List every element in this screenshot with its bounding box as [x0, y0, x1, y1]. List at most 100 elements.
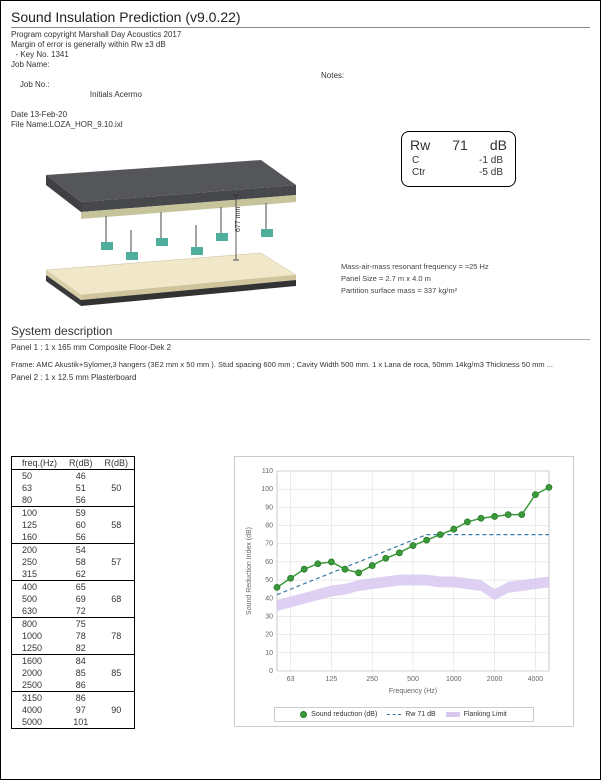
table-cell [99, 544, 135, 557]
table-row: 31562 [12, 568, 135, 581]
table-row: 5046 [12, 470, 135, 483]
table-cell: 78 [63, 630, 99, 642]
table-row: 635150 [12, 482, 135, 494]
table-row: 5006968 [12, 593, 135, 605]
table-cell: 97 [63, 704, 99, 716]
table-cell: 85 [99, 667, 135, 679]
svg-text:1000: 1000 [446, 676, 462, 683]
table-cell: 51 [63, 482, 99, 494]
table-cell: 57 [99, 556, 135, 568]
table-cell: 101 [63, 716, 99, 729]
table-cell [99, 605, 135, 618]
divider [11, 27, 590, 28]
table-cell: 1000 [12, 630, 64, 642]
mass-info: Mass-air-mass resonant frequency = ≈25 H… [341, 261, 489, 297]
svg-text:70: 70 [265, 541, 273, 548]
table-cell: 75 [63, 618, 99, 631]
svg-text:2000: 2000 [486, 676, 502, 683]
svg-text:10: 10 [265, 650, 273, 657]
ctr-value: -5 dB [479, 167, 503, 180]
system-header: System description [11, 324, 590, 338]
table-row: 315086 [12, 692, 135, 705]
table-cell: 800 [12, 618, 64, 631]
table-cell: 68 [99, 593, 135, 605]
sri-chart: 0102030405060708090100110631252505001000… [234, 456, 574, 727]
table-row: 8056 [12, 494, 135, 507]
rw-value: 71 [452, 137, 468, 155]
table-cell: 82 [63, 642, 99, 655]
initials: Initials Acermo [90, 90, 142, 100]
panel1-line: Panel 1 : 1 x 165 mm Composite Floor-Dek… [11, 343, 590, 352]
svg-text:40: 40 [265, 595, 273, 602]
rw-unit: dB [490, 137, 507, 155]
table-cell [99, 470, 135, 483]
c-value: -1 dB [479, 155, 503, 168]
svg-text:250: 250 [366, 676, 378, 683]
table-cell [99, 642, 135, 655]
table-cell: 85 [63, 667, 99, 679]
c-label: C [412, 155, 419, 168]
svg-text:20: 20 [265, 632, 273, 639]
page-title: Sound Insulation Prediction (v9.0.22) [11, 9, 590, 25]
table-cell [99, 568, 135, 581]
divider [11, 339, 590, 340]
table-cell [99, 618, 135, 631]
svg-text:90: 90 [265, 504, 273, 511]
table-row: 63072 [12, 605, 135, 618]
date: Date 13-Feb-20 [11, 110, 590, 120]
table-row: 10059 [12, 507, 135, 520]
frequency-table: freq.(Hz)R(dB)R(dB) 50466351508056100591… [11, 456, 211, 729]
meta-block: Program copyright Marshall Day Acoustics… [11, 30, 590, 130]
svg-text:Frequency (Hz): Frequency (Hz) [388, 688, 436, 695]
result-box: Rw 71 dB C -1 dB Ctr -5 dB [401, 131, 516, 187]
table-cell [99, 531, 135, 544]
height-dim: 677 mm [235, 207, 242, 232]
table-row: 20008585 [12, 667, 135, 679]
table-cell: 46 [63, 470, 99, 483]
svg-text:60: 60 [265, 559, 273, 566]
table-cell: 315 [12, 568, 64, 581]
table-cell: 2000 [12, 667, 64, 679]
job-name: Job Name: [11, 60, 590, 70]
table-header: R(dB) [99, 457, 135, 470]
notes-label: Notes: [321, 71, 344, 80]
table-cell: 400 [12, 581, 64, 594]
frame-desc: Frame: AMC Akustik+Sylomer,3 hangers (3E… [11, 360, 590, 371]
table-cell: 3150 [12, 692, 64, 705]
table-cell: 65 [63, 581, 99, 594]
legend-band-icon [446, 712, 460, 717]
table-row: 2505857 [12, 556, 135, 568]
table-cell: 90 [99, 704, 135, 716]
margin-note: Margin of error is generally within Rw ±… [11, 40, 590, 50]
table-cell: 100 [12, 507, 64, 520]
table-row: 125082 [12, 642, 135, 655]
mass-line-2: Panel Size = 2.7 m x 4.0 m [341, 273, 489, 285]
table-cell: 2500 [12, 679, 64, 692]
mass-line-3: Partition surface mass = 337 kg/m² [341, 285, 489, 297]
job-no-label: Job No.: [20, 80, 50, 89]
table-row: 160084 [12, 655, 135, 668]
table-cell: 50 [99, 482, 135, 494]
table-cell: 56 [63, 531, 99, 544]
table-cell [99, 692, 135, 705]
table-cell [99, 716, 135, 729]
svg-text:50: 50 [265, 577, 273, 584]
table-cell: 72 [63, 605, 99, 618]
svg-text:63: 63 [286, 676, 294, 683]
table-cell: 54 [63, 544, 99, 557]
table-cell: 86 [63, 692, 99, 705]
table-cell: 250 [12, 556, 64, 568]
table-cell: 160 [12, 531, 64, 544]
table-row: 16056 [12, 531, 135, 544]
table-cell [99, 655, 135, 668]
table-cell [99, 494, 135, 507]
svg-text:110: 110 [261, 468, 272, 475]
job-no-row: Job No.: Initials Acermo [11, 70, 590, 110]
table-cell: 69 [63, 593, 99, 605]
svg-text:80: 80 [265, 523, 273, 530]
panel2-line: Panel 2 : 1 x 12.5 mm Plasterboard [11, 373, 590, 382]
legend-dot-icon [300, 711, 307, 718]
legend-s2: Rw 71 dB [405, 711, 435, 718]
table-cell [99, 679, 135, 692]
mass-line-1: Mass-air-mass resonant frequency = ≈25 H… [341, 261, 489, 273]
